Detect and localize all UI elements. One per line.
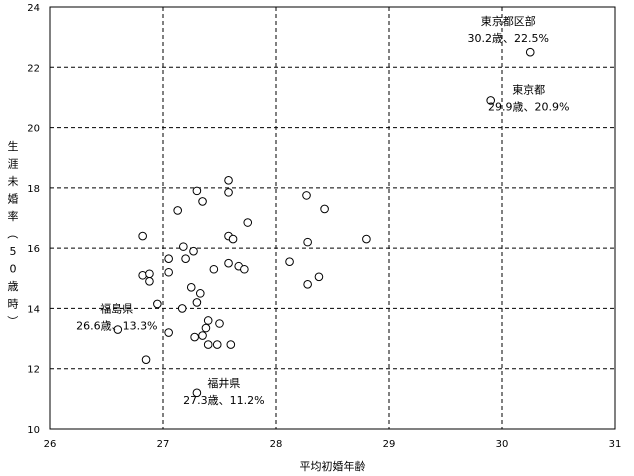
x-axis-ticks: 26 27 28 29 30 31 bbox=[44, 439, 622, 450]
y-tick-label: 22 bbox=[27, 63, 40, 74]
data-point bbox=[153, 299, 162, 309]
data-point bbox=[192, 388, 202, 398]
data-point bbox=[145, 277, 154, 286]
y-tick-label: 14 bbox=[27, 304, 40, 315]
data-point bbox=[189, 246, 198, 256]
data-point bbox=[226, 340, 236, 349]
data-point bbox=[179, 242, 188, 251]
annotation-label: 東京都 bbox=[512, 82, 545, 96]
data-point bbox=[164, 267, 173, 277]
data-point bbox=[243, 218, 253, 227]
data-point bbox=[203, 316, 213, 325]
data-point bbox=[164, 254, 173, 263]
data-point bbox=[215, 319, 224, 328]
data-point bbox=[181, 254, 190, 263]
y-axis-label-char: 涯 bbox=[8, 157, 19, 171]
data-point bbox=[190, 332, 199, 342]
data-point bbox=[486, 96, 496, 105]
data-point bbox=[224, 188, 233, 197]
annotation-label: 東京都区部 bbox=[481, 14, 536, 28]
data-points bbox=[113, 47, 535, 398]
annotations: 東京都区部 30.2歳、22.5% 東京都 29.9歳、20.9% 福島県 26.6歳、1… bbox=[76, 14, 569, 407]
x-axis-label: 平均初婚年齢 bbox=[300, 459, 366, 473]
annotation-label: 30.2歳、22.5% bbox=[468, 32, 549, 45]
y-tick-label: 12 bbox=[27, 365, 40, 376]
y-axis-label-char: 0 bbox=[10, 263, 17, 276]
data-point bbox=[198, 197, 207, 206]
data-point bbox=[240, 264, 249, 274]
grid-lines bbox=[50, 7, 615, 429]
data-point bbox=[201, 323, 211, 333]
annotation-label: 26.6歳、13.3% bbox=[76, 320, 157, 333]
data-point bbox=[228, 234, 238, 244]
data-point bbox=[186, 283, 196, 292]
data-point bbox=[192, 298, 202, 307]
data-point bbox=[285, 257, 294, 267]
y-axis-label-char: （ bbox=[6, 228, 19, 239]
data-point bbox=[314, 272, 324, 282]
data-point bbox=[209, 264, 219, 274]
y-axis-label-char: 未 bbox=[8, 175, 19, 188]
data-point bbox=[138, 231, 147, 241]
x-tick-label: 27 bbox=[157, 439, 170, 450]
data-point bbox=[224, 176, 233, 185]
y-axis-label-char: 生 bbox=[8, 139, 19, 153]
data-point bbox=[145, 269, 154, 279]
data-point bbox=[141, 355, 151, 364]
data-point bbox=[203, 340, 213, 349]
x-tick-label: 30 bbox=[496, 439, 509, 450]
y-axis-label-char: 時 bbox=[8, 298, 19, 311]
x-tick-label: 28 bbox=[270, 439, 283, 450]
data-point bbox=[192, 186, 202, 196]
y-tick-label: 20 bbox=[27, 124, 40, 135]
data-point bbox=[303, 237, 312, 247]
x-tick-label: 31 bbox=[609, 439, 622, 450]
annotation-label: 福井県 bbox=[207, 376, 240, 390]
data-point bbox=[164, 328, 173, 337]
y-axis-ticks: 10 12 14 16 18 20 22 24 bbox=[27, 3, 40, 436]
y-tick-label: 24 bbox=[27, 3, 40, 14]
data-point bbox=[195, 289, 205, 298]
y-axis-label-char: 5 bbox=[10, 245, 17, 258]
annotation-label: 29.9歳、20.9% bbox=[488, 100, 569, 113]
annotation-label: 福島県 bbox=[100, 302, 133, 316]
data-point bbox=[362, 234, 371, 244]
y-tick-label: 18 bbox=[27, 184, 40, 195]
data-point bbox=[302, 191, 311, 200]
data-point bbox=[198, 331, 207, 340]
data-point bbox=[320, 204, 329, 214]
y-tick-label: 16 bbox=[27, 244, 40, 255]
data-point bbox=[303, 280, 312, 289]
plot-frame bbox=[49, 6, 616, 430]
x-tick-label: 26 bbox=[44, 439, 57, 450]
data-point bbox=[525, 47, 535, 57]
y-axis-label-char: 歳 bbox=[8, 280, 19, 293]
data-point bbox=[113, 325, 123, 334]
data-point bbox=[224, 258, 233, 268]
y-tick-label: 10 bbox=[27, 425, 40, 436]
y-axis-label-char: ） bbox=[6, 316, 19, 327]
data-point bbox=[177, 304, 187, 313]
data-point bbox=[212, 340, 222, 349]
x-tick-label: 29 bbox=[383, 439, 396, 450]
data-point bbox=[173, 206, 182, 215]
y-axis-label-char: 率 bbox=[8, 209, 19, 223]
annotation-label: 27.3歳、11.2% bbox=[183, 394, 264, 407]
y-axis-label-char: 婚 bbox=[8, 192, 19, 206]
